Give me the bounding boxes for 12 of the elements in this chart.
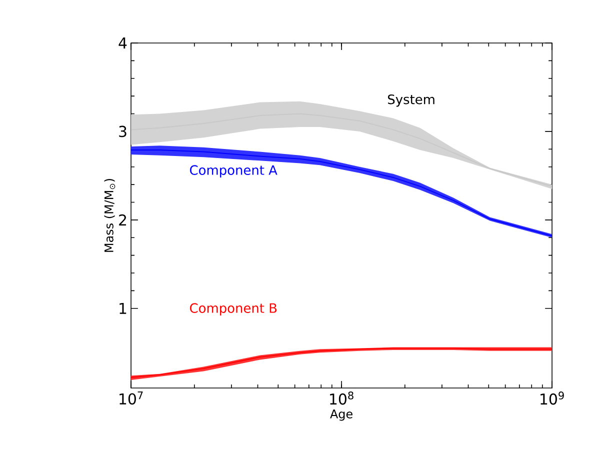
series-label: System bbox=[388, 94, 434, 107]
y-axis-title: Mass (M/M$_{⊙}$) bbox=[104, 178, 116, 252]
x-tick-label: 10$^{8}$ bbox=[330, 392, 354, 405]
y-tick-label: 3 bbox=[119, 126, 126, 138]
x-tick-label: 10$^{9}$ bbox=[540, 392, 564, 405]
y-tick-label: 4 bbox=[118, 38, 127, 48]
x-tick-label: 10$^{7}$ bbox=[120, 392, 143, 405]
y-tick-label: 2 bbox=[119, 214, 126, 226]
text: Component B bbox=[190, 303, 277, 316]
series-label: Component A bbox=[190, 165, 278, 178]
y-tick-label: 1 bbox=[120, 302, 126, 314]
x-axis-title: Age bbox=[330, 410, 352, 421]
